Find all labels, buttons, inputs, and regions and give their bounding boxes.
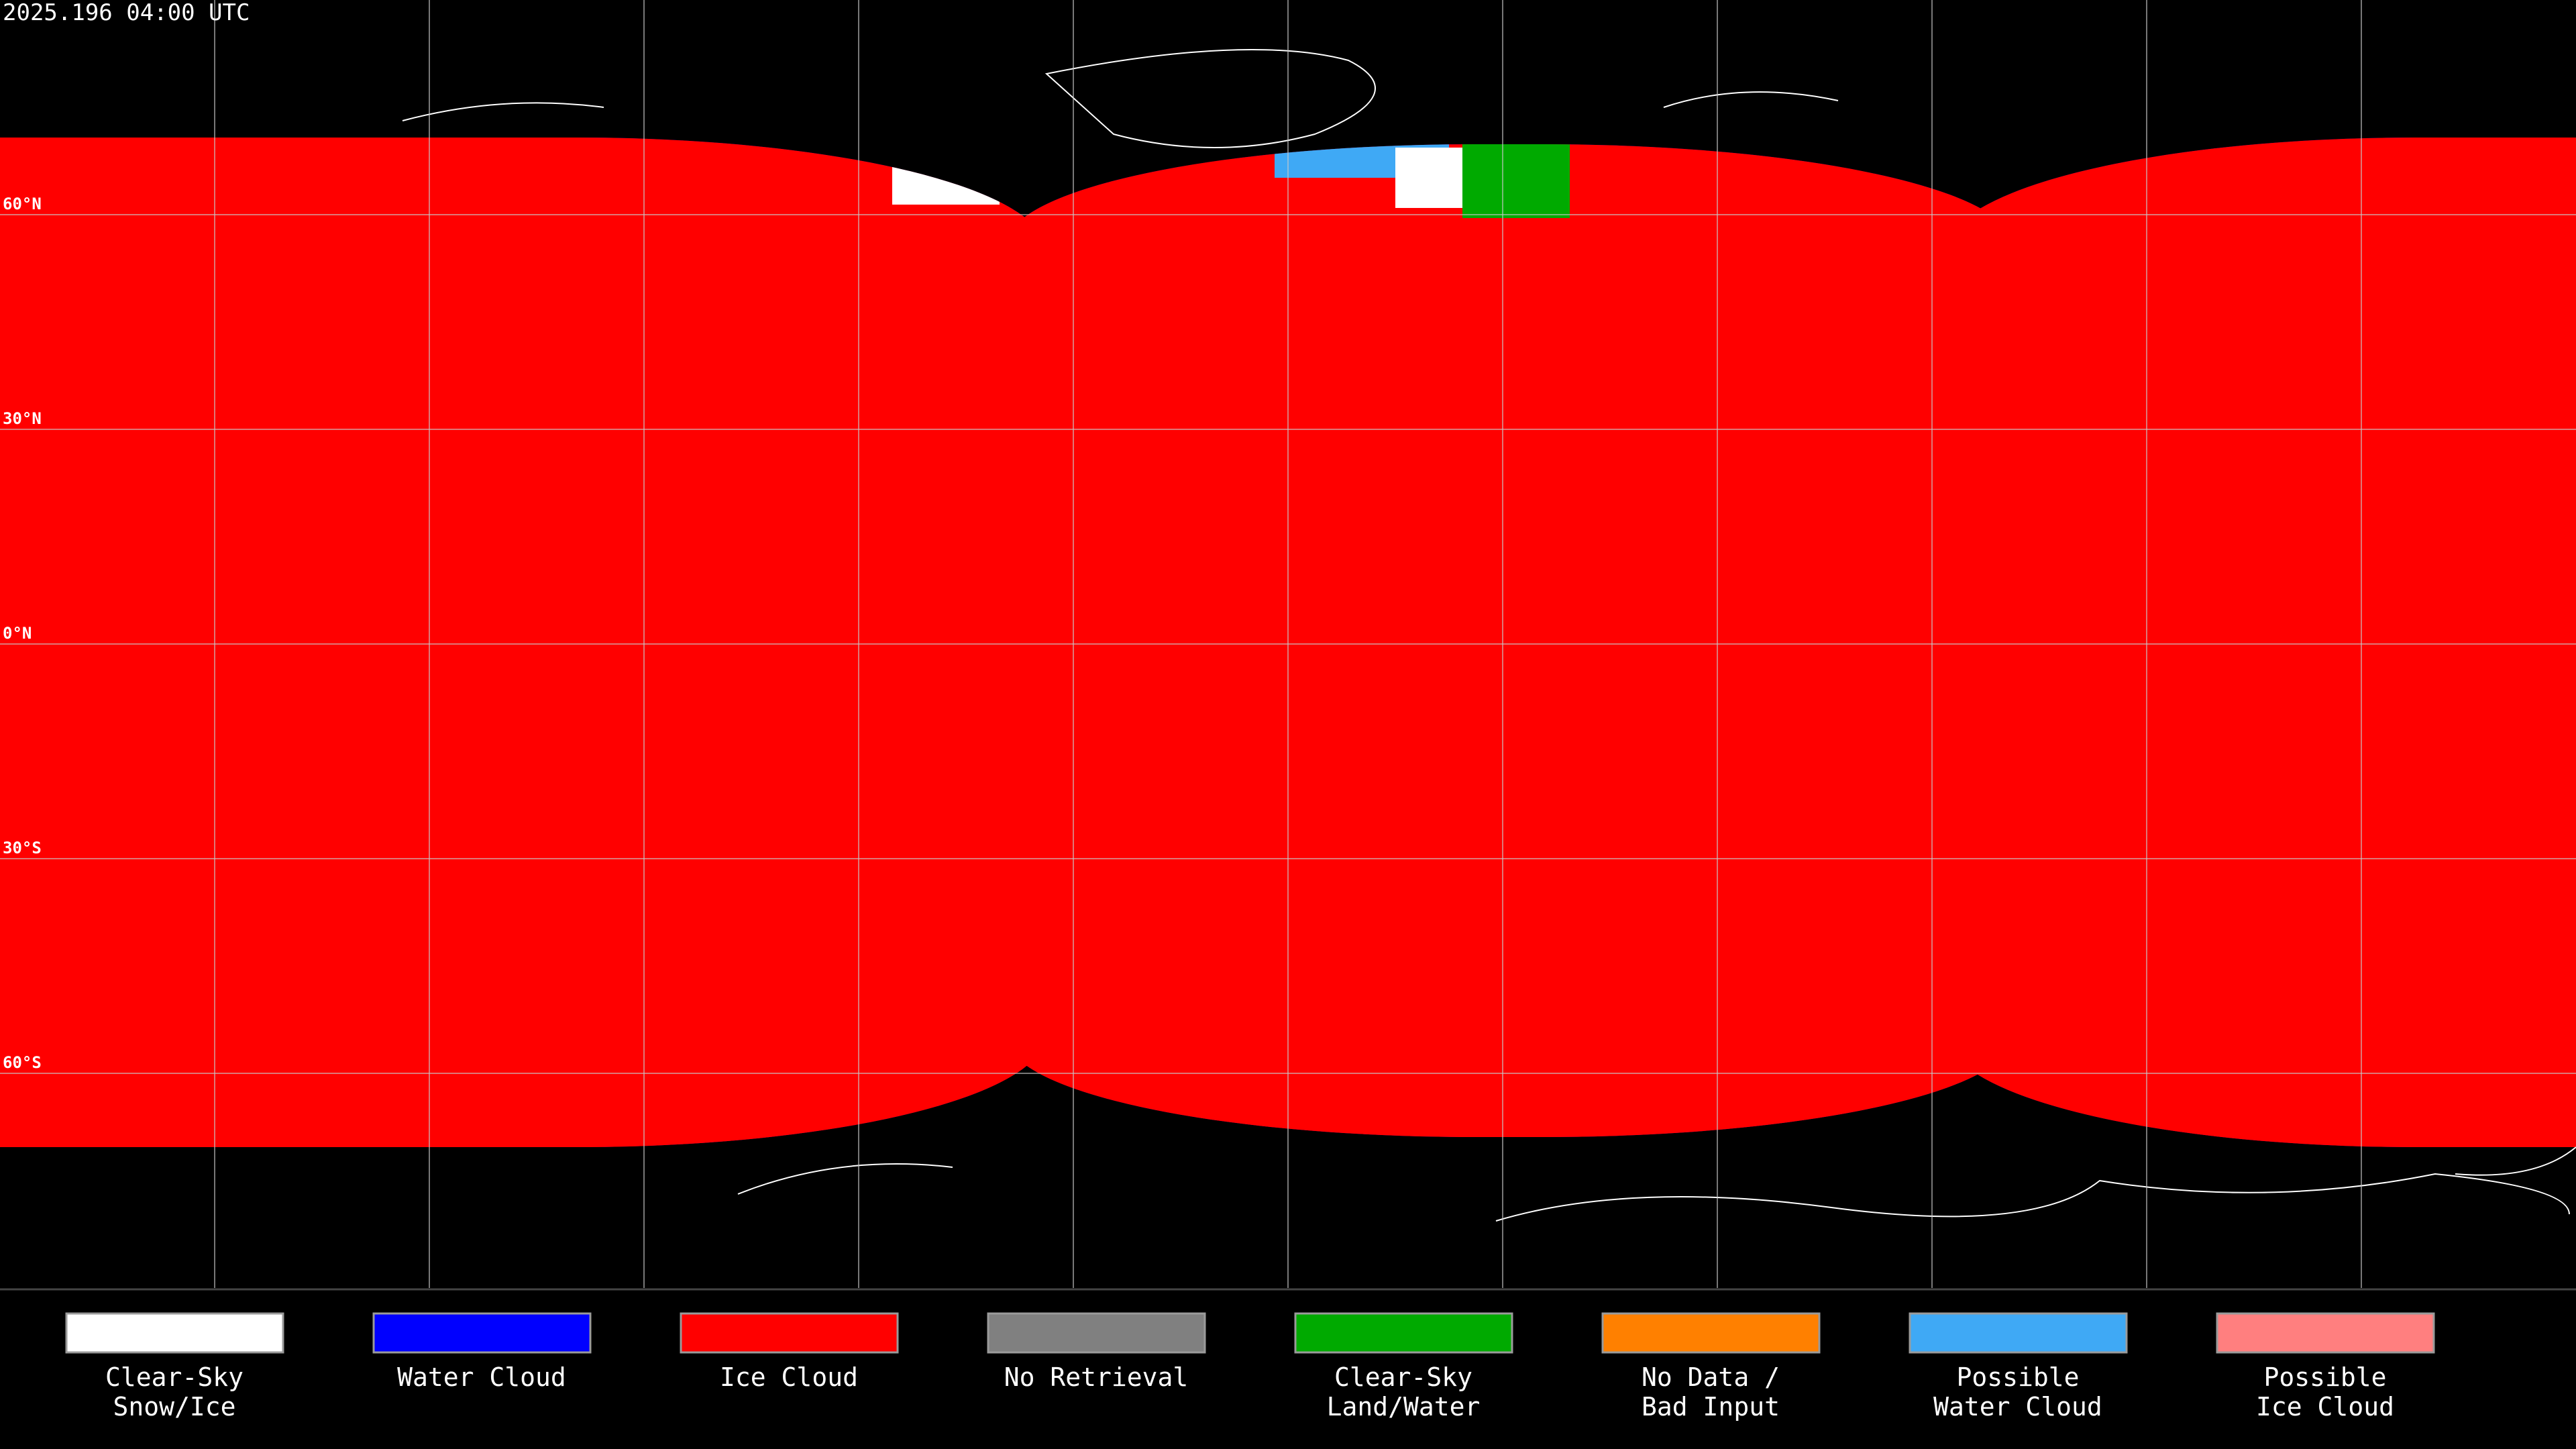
legend-swatch bbox=[1909, 1312, 2128, 1354]
legend-label: Snow/Ice bbox=[113, 1392, 235, 1421]
legend-label: Water Cloud bbox=[397, 1362, 566, 1392]
legend-label: Land/Water bbox=[1327, 1392, 1481, 1421]
coastlines bbox=[402, 49, 2576, 1222]
legend-swatch bbox=[1601, 1312, 1821, 1354]
legend-label: Possible bbox=[1956, 1362, 2079, 1392]
latitude-label: 0°N bbox=[3, 624, 32, 643]
legend-swatch bbox=[372, 1312, 592, 1354]
latitude-label: 60°N bbox=[3, 195, 42, 213]
legend-swatch bbox=[2216, 1312, 2435, 1354]
legend-label: No Data / bbox=[1642, 1362, 1780, 1392]
land-patch bbox=[1462, 144, 1570, 218]
graticule: 60°N 30°N 0°N 30°S 60°S bbox=[0, 0, 2576, 1288]
legend-swatch bbox=[987, 1312, 1206, 1354]
legend-label: Clear-Sky bbox=[1334, 1362, 1472, 1392]
timestamp: 2025.196 04:00 UTC bbox=[3, 0, 250, 26]
legend-swatch bbox=[680, 1312, 899, 1354]
latitude-label: 30°S bbox=[3, 839, 42, 857]
legend-swatch bbox=[1294, 1312, 1513, 1354]
legend-label: Possible bbox=[2263, 1362, 2386, 1392]
legend-label: Ice Cloud bbox=[2256, 1392, 2394, 1421]
legend-label: Clear-Sky bbox=[105, 1362, 244, 1392]
legend-label: Bad Input bbox=[1642, 1392, 1780, 1421]
legend-label: Ice Cloud bbox=[720, 1362, 858, 1392]
latitude-label: 30°N bbox=[3, 409, 42, 428]
legend-swatch bbox=[65, 1312, 284, 1354]
legend-label: Water Cloud bbox=[1933, 1392, 2102, 1421]
latitude-label: 60°S bbox=[3, 1053, 42, 1072]
legend-label: No Retrieval bbox=[1004, 1362, 1189, 1392]
